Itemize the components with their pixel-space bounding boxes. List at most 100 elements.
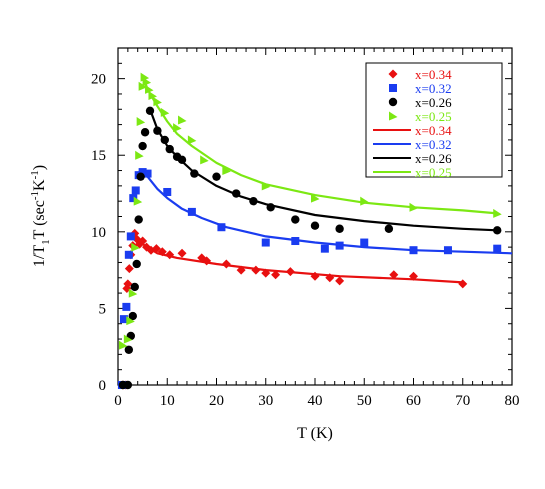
data-point (126, 316, 135, 326)
data-point (187, 135, 197, 145)
x-axis-title: T (K) (297, 425, 333, 442)
data-point (458, 279, 468, 289)
x-tick-label: 10 (160, 393, 175, 409)
data-point (122, 283, 132, 293)
x-tick-label: 40 (308, 393, 323, 409)
data-point (217, 223, 226, 232)
data-point (335, 276, 345, 286)
legend-label: x=0.34 (415, 123, 452, 138)
data-point (266, 203, 275, 212)
data-point (135, 150, 144, 160)
data-point (124, 264, 134, 274)
data-point (249, 196, 258, 206)
y-axis-title: 1/T1T (sec-1K-1) (29, 165, 52, 267)
legend-label: x=0.25 (415, 109, 452, 124)
fit-line (141, 75, 498, 215)
data-point (138, 168, 147, 177)
y-tick-label: 0 (99, 378, 107, 394)
y-tick-label: 10 (91, 225, 106, 241)
data-point (160, 135, 169, 145)
data-point (136, 117, 146, 127)
data-point (140, 128, 150, 137)
legend-label: x=0.26 (415, 95, 452, 110)
legend-marker (388, 97, 398, 107)
data-point (177, 155, 187, 165)
data-point (160, 107, 170, 117)
data-point (128, 311, 137, 321)
legend-label: x=0.26 (415, 151, 452, 166)
data-point (126, 232, 135, 241)
data-point (145, 106, 155, 116)
data-point (311, 193, 320, 203)
data-point (384, 224, 394, 233)
legend-label: x=0.32 (415, 137, 452, 152)
data-point (261, 268, 271, 278)
data-point (157, 247, 167, 257)
data-point (131, 186, 140, 195)
data-point (124, 250, 133, 259)
legend-label: x=0.25 (415, 165, 452, 180)
data-point (136, 172, 145, 181)
data-point (335, 241, 344, 250)
data-point (285, 267, 295, 277)
data-point (178, 115, 187, 125)
data-point (261, 181, 271, 191)
data-point (138, 141, 147, 151)
data-point (251, 265, 261, 275)
data-point (291, 215, 300, 224)
data-point (200, 155, 209, 165)
data-point (389, 270, 399, 280)
data-point (221, 259, 231, 269)
x-tick-label: 0 (114, 393, 122, 409)
y-tick-label: 20 (91, 72, 106, 88)
data-point (212, 172, 221, 181)
data-point (134, 215, 143, 224)
x-tick-label: 50 (357, 393, 372, 409)
data-point (177, 248, 187, 258)
legend-marker (388, 69, 398, 79)
x-tick-label: 20 (209, 393, 224, 409)
data-point (123, 380, 133, 390)
data-point (122, 302, 131, 311)
x-tick-label: 80 (505, 393, 520, 409)
x-tick-label: 60 (406, 393, 421, 409)
fit-line (140, 169, 513, 255)
data-point (163, 187, 172, 196)
y-tick-label: 15 (91, 148, 106, 164)
data-point (142, 77, 152, 87)
legend-label: x=0.34 (415, 67, 452, 82)
data-point (118, 340, 128, 350)
data-point (443, 246, 452, 255)
data-point (153, 126, 162, 135)
data-point (360, 196, 369, 206)
data-point (173, 123, 182, 133)
data-point (138, 236, 148, 246)
data-point (360, 238, 369, 247)
data-point (123, 279, 133, 289)
x-tick-label: 70 (455, 393, 470, 409)
data-point (310, 271, 320, 281)
data-point (133, 196, 143, 206)
data-point (145, 84, 154, 94)
data-point (409, 271, 418, 281)
y-tick-label: 5 (99, 301, 107, 317)
data-point (335, 224, 344, 233)
data-point (187, 207, 196, 216)
data-point (261, 238, 270, 247)
data-point (124, 345, 134, 354)
data-points (117, 72, 502, 390)
data-point (236, 265, 246, 275)
data-point (202, 256, 212, 266)
data-point (129, 194, 138, 203)
data-point (132, 259, 141, 269)
data-point (130, 282, 139, 292)
data-point (165, 250, 175, 260)
legend-marker (389, 111, 398, 121)
data-point (409, 202, 418, 212)
data-point (493, 244, 502, 253)
data-point (291, 237, 300, 246)
data-point (271, 270, 281, 280)
data-point (123, 334, 133, 344)
data-point (153, 97, 162, 107)
data-point (232, 189, 241, 198)
